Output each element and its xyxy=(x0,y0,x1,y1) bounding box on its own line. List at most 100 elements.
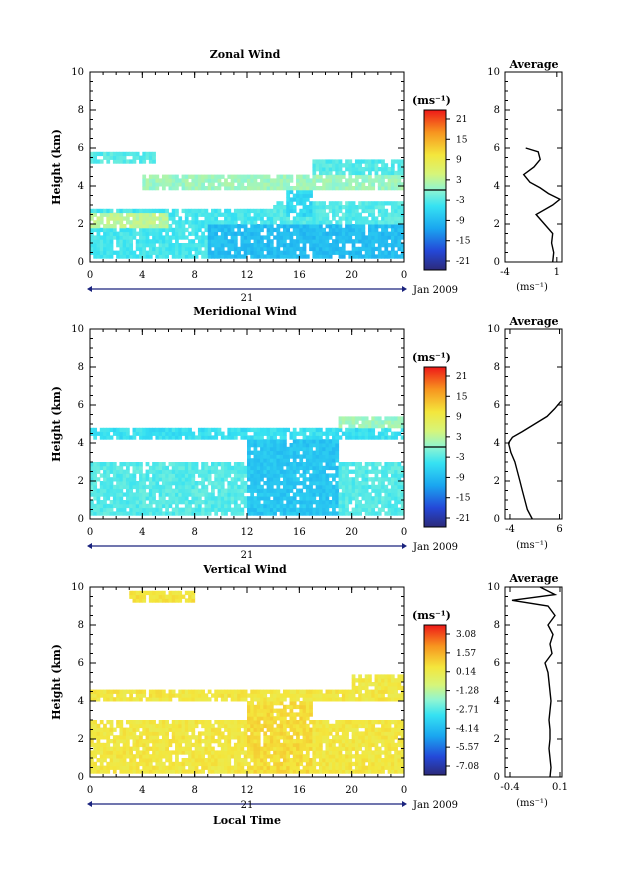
heatmap-cell xyxy=(341,697,346,702)
heatmap-cell xyxy=(155,481,160,486)
heatmap-cell xyxy=(273,492,277,497)
heatmap-cell xyxy=(394,205,398,210)
heatmap-cell xyxy=(286,765,291,770)
heatmap-cell xyxy=(377,178,382,183)
heatmap-cell xyxy=(364,167,369,172)
heatmap-cell xyxy=(328,224,333,229)
heatmap-cell xyxy=(282,697,287,702)
heatmap-cell xyxy=(322,220,326,225)
heatmap-cell xyxy=(161,739,166,744)
heatmap-cell xyxy=(175,481,179,486)
heatmap-cell xyxy=(260,454,264,459)
heatmap-cell xyxy=(129,503,134,509)
heatmap-cell xyxy=(394,473,398,478)
heatmap-cell xyxy=(90,239,94,244)
heatmap-cell xyxy=(197,182,202,187)
heatmap-cell xyxy=(292,431,297,436)
heatmap-cell xyxy=(341,507,346,512)
heatmap-cell xyxy=(299,500,304,505)
heatmap-cell xyxy=(282,477,287,482)
heatmap-cell xyxy=(132,500,137,505)
heatmap-cell xyxy=(158,765,163,770)
heatmap-cell xyxy=(165,435,169,440)
heatmap-cell xyxy=(135,697,140,702)
heatmap-cell xyxy=(197,689,202,694)
heatmap-cell xyxy=(325,765,330,770)
heatmap-cell xyxy=(341,243,346,248)
heatmap-cell xyxy=(289,178,294,183)
heatmap-cell xyxy=(263,720,268,725)
heatmap-cell xyxy=(354,216,359,221)
heatmap-cell xyxy=(227,735,232,740)
heatmap-cell xyxy=(302,174,307,179)
heatmap-cell xyxy=(256,450,261,455)
heatmap-cell xyxy=(250,511,255,516)
heatmap-cell xyxy=(305,731,310,736)
heatmap-cell xyxy=(247,227,251,233)
heatmap-cell xyxy=(204,239,209,244)
heatmap-cell xyxy=(96,735,101,740)
heatmap-cell xyxy=(269,435,274,440)
heatmap-cell xyxy=(292,739,297,744)
heatmap-cell xyxy=(286,712,291,717)
heatmap-cell xyxy=(345,500,349,505)
heatmap-cell xyxy=(397,424,402,429)
heatmap-cell xyxy=(269,727,274,732)
heatmap-cell xyxy=(312,167,317,172)
heatmap-cell xyxy=(139,754,143,759)
heatmap-cell xyxy=(377,500,382,505)
heatmap-cell xyxy=(299,473,304,478)
heatmap-cell xyxy=(260,746,264,751)
x-tick-label: 4 xyxy=(139,527,145,538)
heatmap-cell xyxy=(142,174,147,179)
heatmap-cell xyxy=(345,769,349,774)
heatmap-cell xyxy=(263,701,268,706)
heatmap-cell xyxy=(148,761,153,767)
heatmap-cell xyxy=(119,693,124,698)
heatmap-cell xyxy=(371,243,376,248)
heatmap-cell xyxy=(276,182,281,187)
heatmap-cell xyxy=(109,250,114,255)
heatmap-cell xyxy=(296,750,300,755)
heatmap-cell xyxy=(204,250,209,255)
heatmap-cell xyxy=(211,507,215,512)
heatmap-cell xyxy=(377,167,382,172)
heatmap-cell xyxy=(230,481,235,486)
heatmap-cell xyxy=(358,250,362,255)
x-tick-label: 12 xyxy=(241,527,254,538)
heatmap-cell xyxy=(282,454,287,459)
heatmap-cell xyxy=(145,731,150,736)
heatmap-cell xyxy=(345,477,349,482)
heatmap-cell xyxy=(315,750,320,755)
heatmap-cell xyxy=(207,435,212,440)
heatmap-cell xyxy=(155,507,160,512)
heatmap-cell xyxy=(335,758,340,763)
heatmap-cell xyxy=(129,239,134,244)
heatmap-cell xyxy=(332,159,336,164)
heatmap-cell xyxy=(371,235,376,240)
heatmap-cell xyxy=(377,186,382,191)
heatmap-cell xyxy=(168,235,173,240)
heatmap-cell xyxy=(217,742,222,748)
heatmap-cell xyxy=(188,492,192,497)
heatmap-cell xyxy=(161,208,166,214)
heatmap-cell xyxy=(119,216,124,221)
heatmap-cell xyxy=(348,159,353,164)
heatmap-cell xyxy=(224,473,228,478)
heatmap-cell xyxy=(103,208,107,214)
heatmap-cell xyxy=(296,186,300,191)
heatmap-cell xyxy=(165,492,169,497)
heatmap-cell xyxy=(139,500,143,505)
heatmap-cell xyxy=(394,462,398,467)
heatmap-cell xyxy=(168,186,173,191)
heatmap-cell xyxy=(345,201,349,206)
heatmap-cell xyxy=(158,689,163,694)
heatmap-cell xyxy=(93,735,98,740)
heatmap-cell xyxy=(247,716,251,721)
heatmap-cell xyxy=(253,484,258,490)
heatmap-cell xyxy=(112,469,117,474)
heatmap-cell xyxy=(348,174,353,179)
heatmap-cell xyxy=(253,716,258,721)
colorbar-tick-label: -3 xyxy=(456,196,465,206)
heatmap-cell xyxy=(165,503,169,509)
